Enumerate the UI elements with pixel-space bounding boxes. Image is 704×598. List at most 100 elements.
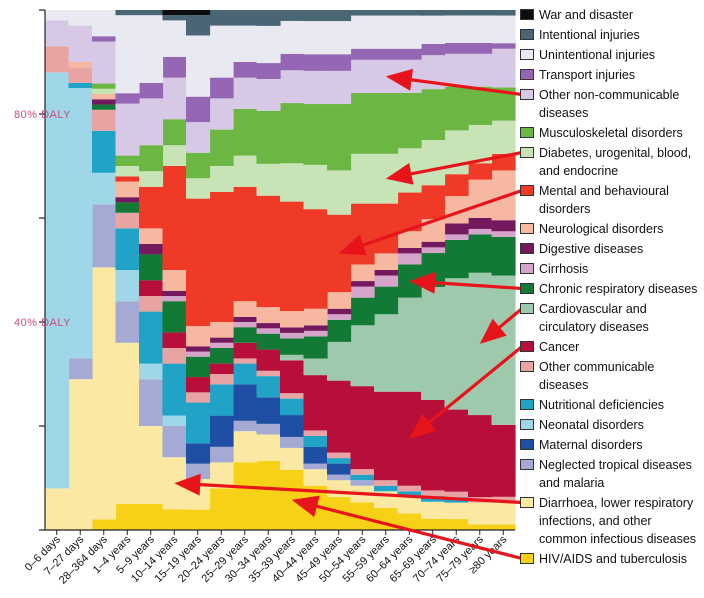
band-neurological-disorders-15 <box>397 231 422 248</box>
band-neurological-disorders-3 <box>115 181 140 198</box>
band-neurological-disorders-5 <box>162 270 187 291</box>
band-digestive-diseases-12 <box>327 308 352 315</box>
series-chronic-respiratory-diseases <box>92 104 516 378</box>
band-transport-injuries-13 <box>350 48 375 60</box>
band-transport-injuries-7 <box>209 77 234 99</box>
band-intentional-injuries-12 <box>327 10 352 22</box>
band-cancer-18 <box>468 415 493 498</box>
band-cancer-7 <box>209 363 234 374</box>
legend-swatch <box>520 127 534 138</box>
band-diabetes-urogenital-blood-and-endocrine-6 <box>186 178 211 199</box>
band-cirrhosis-15 <box>397 253 422 265</box>
band-neglected-tropical-diseases-and-malaria-6 <box>186 463 211 480</box>
band-other-non-communicable-diseases-19 <box>491 48 516 88</box>
band-chronic-respiratory-diseases-9 <box>256 333 281 350</box>
band-diabetes-urogenital-blood-and-endocrine-19 <box>491 120 516 154</box>
band-cirrhosis-19 <box>491 231 516 237</box>
band-unintentional-injuries-5 <box>162 20 187 57</box>
legend-item-mental-and-behavioural-disorders: Mental and behavioural disorders <box>520 182 702 218</box>
band-chronic-respiratory-diseases-18 <box>468 234 493 273</box>
series-cirrhosis <box>162 228 516 357</box>
legend-item-hiv-aids-and-tuberculosis: HIV/AIDS and tuberculosis <box>520 550 702 568</box>
band-hiv-aids-and-tuberculosis-2 <box>92 519 117 530</box>
annotation-arrows <box>174 68 520 560</box>
legend-label: Diarrhoea, lower respiratory infections,… <box>539 496 697 546</box>
band-digestive-diseases-10 <box>280 327 305 333</box>
band-neonatal-disorders-3 <box>115 270 140 302</box>
band-other-non-communicable-diseases-17 <box>444 53 469 87</box>
legend-swatch <box>520 9 534 20</box>
band-digestive-diseases-7 <box>209 337 234 343</box>
arrow-mental-and-behavioural-disorders <box>338 189 520 256</box>
legend-label: Neglected tropical diseases and malaria <box>539 458 692 490</box>
band-mental-and-behavioural-disorders-11 <box>303 209 328 309</box>
band-cardiovascular-and-circulatory-diseases-12 <box>327 341 352 381</box>
band-other-non-communicable-diseases-7 <box>209 98 234 130</box>
band-chronic-respiratory-diseases-13 <box>350 297 375 326</box>
band-diarrhoea-lower-respiratory-infections-and-other-common-infectious-diseases-15 <box>397 496 422 514</box>
band-other-non-communicable-diseases-4 <box>139 98 164 146</box>
band-neglected-tropical-diseases-and-malaria-3 <box>115 301 140 343</box>
band-cancer-14 <box>374 391 399 481</box>
legend-label: Chronic respiratory diseases <box>539 282 698 296</box>
band-chronic-respiratory-diseases-12 <box>327 319 352 342</box>
band-digestive-diseases-17 <box>444 223 469 235</box>
band-cardiovascular-and-circulatory-diseases-16 <box>421 286 446 400</box>
legend-swatch <box>520 223 534 234</box>
band-unintentional-injuries-4 <box>139 15 164 83</box>
legend-swatch <box>520 263 534 274</box>
band-cirrhosis-17 <box>444 234 469 240</box>
arrow-chronic-respiratory-diseases <box>409 271 520 294</box>
band-neglected-tropical-diseases-and-malaria-13 <box>350 480 375 486</box>
arrow-head <box>291 495 320 517</box>
band-chronic-respiratory-diseases-4 <box>139 254 164 281</box>
band-other-non-communicable-diseases-18 <box>468 53 493 87</box>
band-neurological-disorders-13 <box>350 264 375 282</box>
legend-label: Diabetes, urogenital, blood, and endocri… <box>539 146 692 178</box>
band-cirrhosis-13 <box>350 286 375 298</box>
band-other-non-communicable-diseases-12 <box>327 70 352 105</box>
arrow-shaft <box>361 189 520 247</box>
band-cardiovascular-and-circulatory-diseases-19 <box>491 275 516 425</box>
legend-label: Musculoskeletal disorders <box>539 126 683 140</box>
band-musculoskeletal-disorders-8 <box>233 108 258 156</box>
band-unintentional-injuries-16 <box>421 15 446 44</box>
band-hiv-aids-and-tuberculosis-4 <box>139 504 164 530</box>
band-neurological-disorders-10 <box>280 311 305 328</box>
arrow-shaft <box>198 483 520 504</box>
band-hiv-aids-and-tuberculosis-6 <box>186 509 211 530</box>
band-other-non-communicable-diseases-1 <box>68 25 93 63</box>
band-cancer-12 <box>327 380 352 453</box>
band-diabetes-urogenital-blood-and-endocrine-7 <box>209 166 234 192</box>
series-hiv-aids-and-tuberculosis <box>92 461 516 530</box>
band-cardiovascular-and-circulatory-diseases-18 <box>468 272 493 416</box>
band-mental-and-behavioural-disorders-16 <box>421 185 446 220</box>
band-other-communicable-diseases-9 <box>256 370 281 377</box>
band-cirrhosis-11 <box>303 330 328 337</box>
band-diarrhoea-lower-respiratory-infections-and-other-common-infectious-diseases-10 <box>280 447 305 470</box>
arrow-hiv-aids-and-tuberculosis <box>291 495 520 560</box>
band-nutritional-deficiencies-2 <box>92 130 117 173</box>
band-diarrhoea-lower-respiratory-infections-and-other-common-infectious-diseases-4 <box>139 426 164 504</box>
band-cirrhosis-5 <box>162 296 187 302</box>
legend-label: War and disaster <box>539 8 634 22</box>
band-cardiovascular-and-circulatory-diseases-13 <box>350 325 375 387</box>
band-neglected-tropical-diseases-and-malaria-4 <box>139 379 164 426</box>
band-unintentional-injuries-1 <box>68 10 93 26</box>
band-intentional-injuries-6 <box>186 15 211 36</box>
band-musculoskeletal-disorders-11 <box>303 104 328 165</box>
band-mental-and-behavioural-disorders-4 <box>139 186 164 229</box>
band-hiv-aids-and-tuberculosis-9 <box>256 461 281 530</box>
legend-swatch <box>520 69 534 80</box>
band-mental-and-behavioural-disorders-7 <box>209 192 234 322</box>
band-hiv-aids-and-tuberculosis-17 <box>444 519 469 530</box>
band-cardiovascular-and-circulatory-diseases-17 <box>444 278 469 410</box>
band-neurological-disorders-8 <box>233 301 258 317</box>
legend-item-cirrhosis: Cirrhosis <box>520 260 702 278</box>
band-nutritional-deficiencies-3 <box>115 228 140 270</box>
legend-swatch <box>520 553 534 564</box>
band-intentional-injuries-3 <box>115 10 140 16</box>
band-hiv-aids-and-tuberculosis-7 <box>209 488 234 530</box>
band-intentional-injuries-8 <box>233 10 258 26</box>
